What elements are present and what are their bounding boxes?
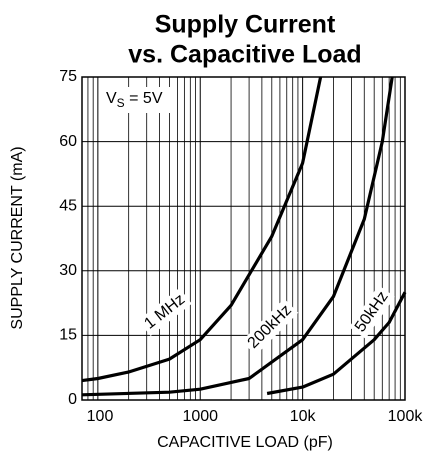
chart-title: vs. Capacitive Load [128, 41, 361, 69]
x-tick-label: 100 [87, 408, 114, 425]
plot-frame [81, 76, 406, 401]
y-tick-label: 30 [59, 262, 77, 279]
series-label-bg [349, 285, 395, 339]
series-line [81, 76, 323, 383]
annotation-text: = 5V [125, 90, 163, 107]
annotation-text: V [106, 90, 117, 107]
series-label-bg [241, 298, 299, 356]
y-tick-label: 0 [68, 391, 77, 408]
x-tick-label: 10k [290, 408, 317, 425]
x-tick-label: 100k [388, 408, 424, 425]
annotation: VS = 5V [106, 90, 163, 110]
x-axis-label: CAPACITIVE LOAD (pF) [157, 434, 333, 451]
annotation-bg [100, 87, 170, 113]
annotation-sub: S [117, 96, 125, 110]
y-tick-label: 15 [59, 327, 77, 344]
y-tick-label: 45 [59, 197, 77, 214]
x-tick-label: 1000 [182, 408, 218, 425]
series-line [266, 291, 407, 396]
series-line [81, 76, 394, 397]
series-label-bg [138, 288, 192, 336]
y-tick-label: 75 [59, 68, 77, 85]
y-tick-label: 60 [59, 133, 77, 150]
series-label: 200kHz [245, 302, 295, 352]
chart-title: Supply Current [155, 11, 336, 39]
y-axis-label: SUPPLY CURRENT (mA) [9, 146, 26, 329]
